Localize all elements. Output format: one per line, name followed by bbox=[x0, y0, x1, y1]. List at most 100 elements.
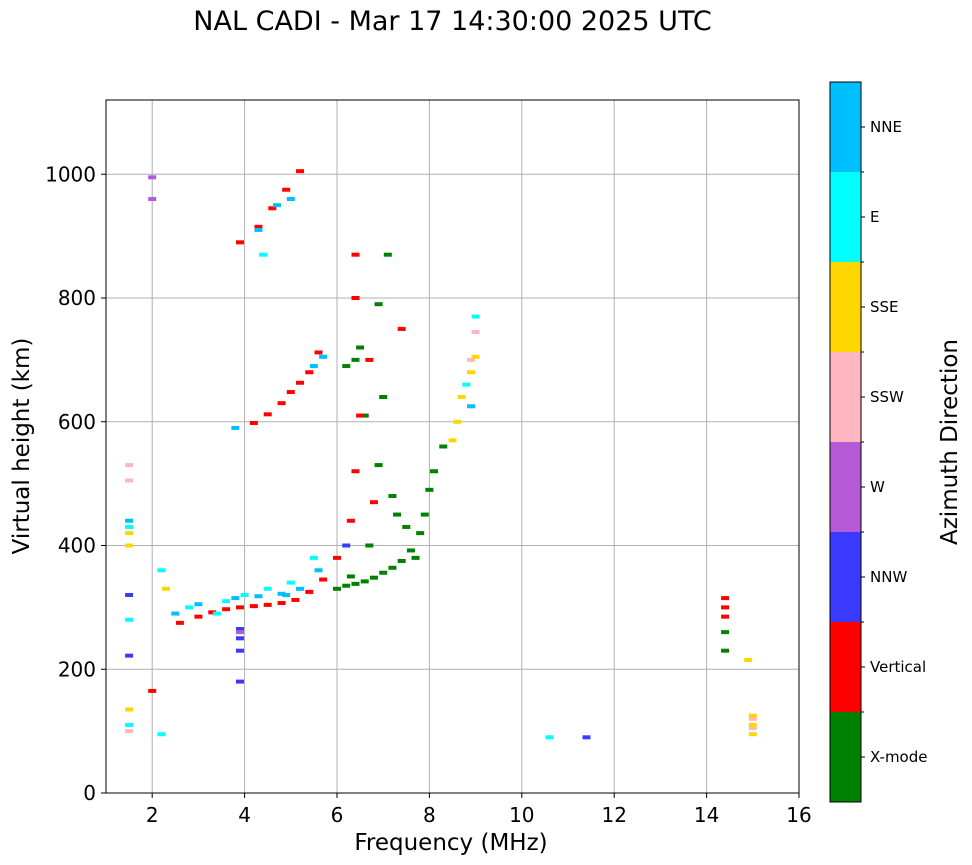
data-point-sse bbox=[471, 354, 480, 359]
x-tick-label: 10 bbox=[509, 803, 534, 827]
data-point-e bbox=[240, 593, 249, 597]
data-point-nne bbox=[125, 518, 134, 523]
y-axis-label: Virtual height (km) bbox=[9, 338, 35, 555]
data-point-nne bbox=[319, 354, 328, 359]
data-point-x-mode bbox=[360, 413, 369, 418]
colorbar-label-ssw: SSW bbox=[870, 388, 904, 406]
data-point-nnw bbox=[235, 679, 244, 684]
x-tick-label: 14 bbox=[694, 803, 719, 827]
data-point-x-mode bbox=[342, 583, 351, 588]
data-point-nne bbox=[314, 568, 323, 573]
colorbar-label-nnw: NNW bbox=[870, 568, 907, 586]
data-point-nnw bbox=[125, 653, 134, 658]
data-point-ssw bbox=[748, 726, 757, 731]
data-point-x-mode bbox=[721, 630, 730, 635]
data-point-nnw bbox=[235, 648, 244, 653]
data-point-x-mode bbox=[369, 575, 378, 580]
colorbar-label-w: W bbox=[870, 478, 885, 496]
x-tick-label: 12 bbox=[601, 803, 626, 827]
data-point-x-mode bbox=[360, 579, 369, 584]
data-point-vertical bbox=[175, 620, 184, 625]
data-point-ssw bbox=[748, 716, 757, 721]
data-point-vertical bbox=[268, 206, 277, 211]
data-point-vertical bbox=[305, 370, 314, 375]
x-tick-label: 8 bbox=[423, 803, 436, 827]
data-point-x-mode bbox=[342, 364, 351, 369]
data-point-nnw bbox=[235, 636, 244, 641]
data-point-vertical bbox=[286, 390, 295, 395]
data-point-e bbox=[125, 524, 134, 529]
data-point-e bbox=[222, 599, 231, 604]
data-point-x-mode bbox=[383, 252, 392, 257]
data-point-nnw bbox=[235, 627, 244, 632]
data-point-vertical bbox=[305, 589, 314, 594]
data-point-vertical bbox=[254, 224, 263, 229]
data-point-e bbox=[125, 617, 134, 622]
data-point-x-mode bbox=[439, 444, 448, 449]
data-point-vertical bbox=[351, 252, 360, 257]
colorbar-segment-x-mode bbox=[830, 712, 861, 802]
y-tick-label: 1000 bbox=[45, 162, 96, 186]
data-point-sse bbox=[457, 395, 466, 399]
data-point-ssw bbox=[466, 357, 475, 362]
data-point-x-mode bbox=[374, 463, 383, 468]
x-axis-label: Frequency (MHz) bbox=[354, 830, 547, 856]
data-point-nne bbox=[194, 602, 203, 607]
data-point-x-mode bbox=[430, 469, 439, 474]
data-point-sse bbox=[448, 438, 457, 443]
data-point-e bbox=[157, 732, 166, 737]
data-point-vertical bbox=[263, 412, 272, 417]
data-point-sse bbox=[125, 543, 134, 548]
data-point-sse bbox=[748, 722, 757, 727]
data-point-nnw bbox=[125, 593, 134, 597]
y-tick-label: 200 bbox=[58, 657, 96, 681]
data-point-e bbox=[309, 555, 318, 560]
data-point-e bbox=[157, 568, 166, 573]
data-point-vertical bbox=[222, 607, 231, 612]
data-point-e bbox=[125, 722, 134, 727]
data-point-sse bbox=[744, 657, 753, 662]
data-point-vertical bbox=[296, 380, 305, 385]
x-tick-label: 16 bbox=[786, 803, 811, 827]
data-point-vertical bbox=[351, 469, 360, 474]
data-point-x-mode bbox=[379, 570, 388, 575]
colorbar-label-vertical: Vertical bbox=[870, 658, 926, 676]
data-point-nne bbox=[286, 197, 295, 201]
colorbar-segment-nnw bbox=[830, 532, 861, 622]
colorbar-frame bbox=[829, 81, 862, 803]
data-point-w bbox=[148, 175, 157, 180]
data-point-vertical bbox=[365, 357, 374, 362]
data-point-x-mode bbox=[411, 555, 420, 560]
data-point-vertical bbox=[194, 614, 203, 619]
data-point-ssw bbox=[125, 478, 134, 483]
data-point-x-mode bbox=[721, 648, 730, 653]
data-point-vertical bbox=[721, 605, 730, 610]
x-tick-label: 4 bbox=[238, 803, 251, 827]
x-tick-label: 2 bbox=[146, 803, 159, 827]
data-point-vertical bbox=[235, 240, 244, 245]
data-point-sse bbox=[125, 531, 134, 536]
data-point-e bbox=[286, 580, 295, 585]
data-point-x-mode bbox=[351, 581, 360, 586]
data-point-x-mode bbox=[333, 586, 341, 591]
data-point-x-mode bbox=[425, 487, 434, 492]
data-point-vertical bbox=[721, 596, 730, 601]
colorbar-label-nne: NNE bbox=[870, 118, 902, 136]
data-point-nne bbox=[254, 594, 263, 599]
data-point-vertical bbox=[397, 326, 406, 331]
data-point-sse bbox=[748, 732, 757, 737]
data-point-vertical bbox=[721, 614, 730, 619]
data-point-vertical bbox=[249, 420, 258, 425]
data-point-sse bbox=[466, 370, 475, 375]
data-point-vertical bbox=[263, 602, 272, 607]
data-point-vertical bbox=[296, 169, 305, 174]
y-tick-label: 400 bbox=[58, 534, 96, 558]
x-tick-label: 6 bbox=[331, 803, 344, 827]
colorbar-segment-nne bbox=[830, 82, 861, 172]
colorbar-segment-ssw bbox=[830, 352, 861, 442]
data-point-nne bbox=[254, 227, 263, 232]
data-point-nne bbox=[277, 591, 286, 596]
data-point-e bbox=[185, 605, 194, 610]
data-point-ssw bbox=[125, 729, 134, 734]
colorbar-segment-vertical bbox=[830, 622, 861, 712]
